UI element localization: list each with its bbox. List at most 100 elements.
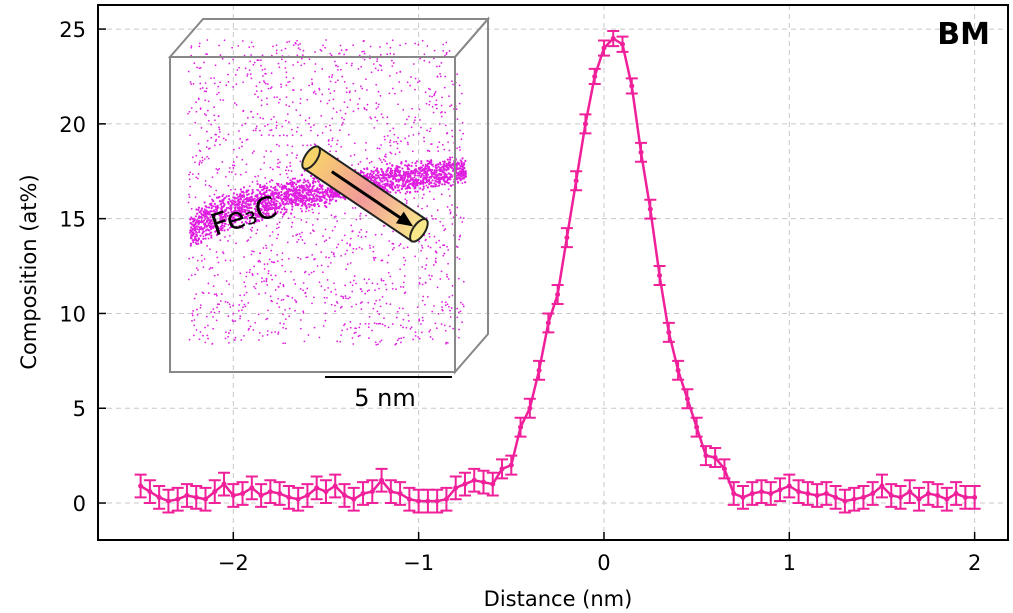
data-point (917, 497, 922, 502)
atom (359, 335, 361, 337)
atom (269, 181, 271, 183)
atom (200, 331, 202, 333)
atom (459, 236, 461, 238)
atom (282, 342, 284, 344)
atom (317, 135, 319, 137)
atom (350, 155, 352, 157)
atom (419, 119, 421, 121)
atom (434, 50, 436, 52)
atom (278, 306, 280, 308)
atom (225, 260, 227, 262)
atom (442, 255, 444, 257)
atom (267, 309, 269, 311)
atom (305, 180, 307, 182)
atom (373, 127, 375, 129)
atom (422, 284, 424, 286)
atom (404, 164, 406, 166)
atom (219, 131, 221, 133)
atom (194, 161, 196, 163)
atom (457, 181, 459, 183)
atom (210, 237, 212, 239)
atom (262, 247, 264, 249)
atom (299, 195, 301, 197)
atom (300, 64, 302, 66)
atom (297, 193, 299, 195)
atom (309, 185, 311, 187)
atom (396, 72, 398, 74)
atom (384, 183, 386, 185)
atom (368, 323, 370, 325)
atom (285, 187, 287, 189)
atom (229, 329, 231, 331)
atom (290, 213, 292, 215)
data-point (166, 499, 171, 504)
atom (414, 187, 416, 189)
atom (441, 309, 443, 311)
atom (212, 308, 214, 310)
atom (299, 43, 301, 45)
atom (330, 262, 332, 264)
atom (229, 303, 231, 305)
atom (433, 94, 435, 96)
atom (379, 341, 381, 343)
atom (431, 311, 433, 313)
atom (310, 130, 312, 132)
atom (308, 210, 310, 212)
atom (396, 184, 398, 186)
atom (371, 330, 373, 332)
atom (351, 306, 353, 308)
atom (389, 141, 391, 143)
atom (315, 244, 317, 246)
atom (395, 153, 397, 155)
atom (423, 53, 425, 55)
atom (411, 165, 413, 167)
atom (346, 62, 348, 64)
atom (359, 247, 361, 249)
atom (195, 101, 197, 103)
atom (241, 300, 243, 302)
atom (317, 191, 319, 193)
atom (365, 78, 367, 80)
atom (313, 198, 315, 200)
atom (219, 144, 221, 146)
atom (189, 186, 191, 188)
atom (439, 181, 441, 183)
atom (392, 283, 394, 285)
atom (450, 185, 452, 187)
data-point (268, 489, 273, 494)
atom (253, 266, 255, 268)
atom (263, 156, 265, 158)
atom (406, 119, 408, 121)
atom (241, 191, 243, 193)
atom (383, 280, 385, 282)
atom (216, 307, 218, 309)
atom (363, 51, 365, 53)
atom (462, 122, 464, 124)
atom (439, 163, 441, 165)
atom (343, 324, 345, 326)
atom (237, 45, 239, 47)
atom (390, 139, 392, 141)
atom (443, 229, 445, 231)
atom (344, 284, 346, 286)
atom (452, 184, 454, 186)
atom (282, 216, 284, 218)
atom (381, 280, 383, 282)
atom (268, 134, 270, 136)
atom (208, 292, 210, 294)
atom (349, 245, 351, 247)
atom (462, 304, 464, 306)
atom (405, 192, 407, 194)
atom (340, 334, 342, 336)
atom (300, 98, 302, 100)
atom (422, 320, 424, 322)
atom (197, 260, 199, 262)
atom (377, 311, 379, 313)
atom (461, 138, 463, 140)
atom (428, 104, 430, 106)
atom (300, 319, 302, 321)
atom (443, 164, 445, 166)
atom (402, 326, 404, 328)
atom (291, 206, 293, 208)
atom (191, 313, 193, 315)
